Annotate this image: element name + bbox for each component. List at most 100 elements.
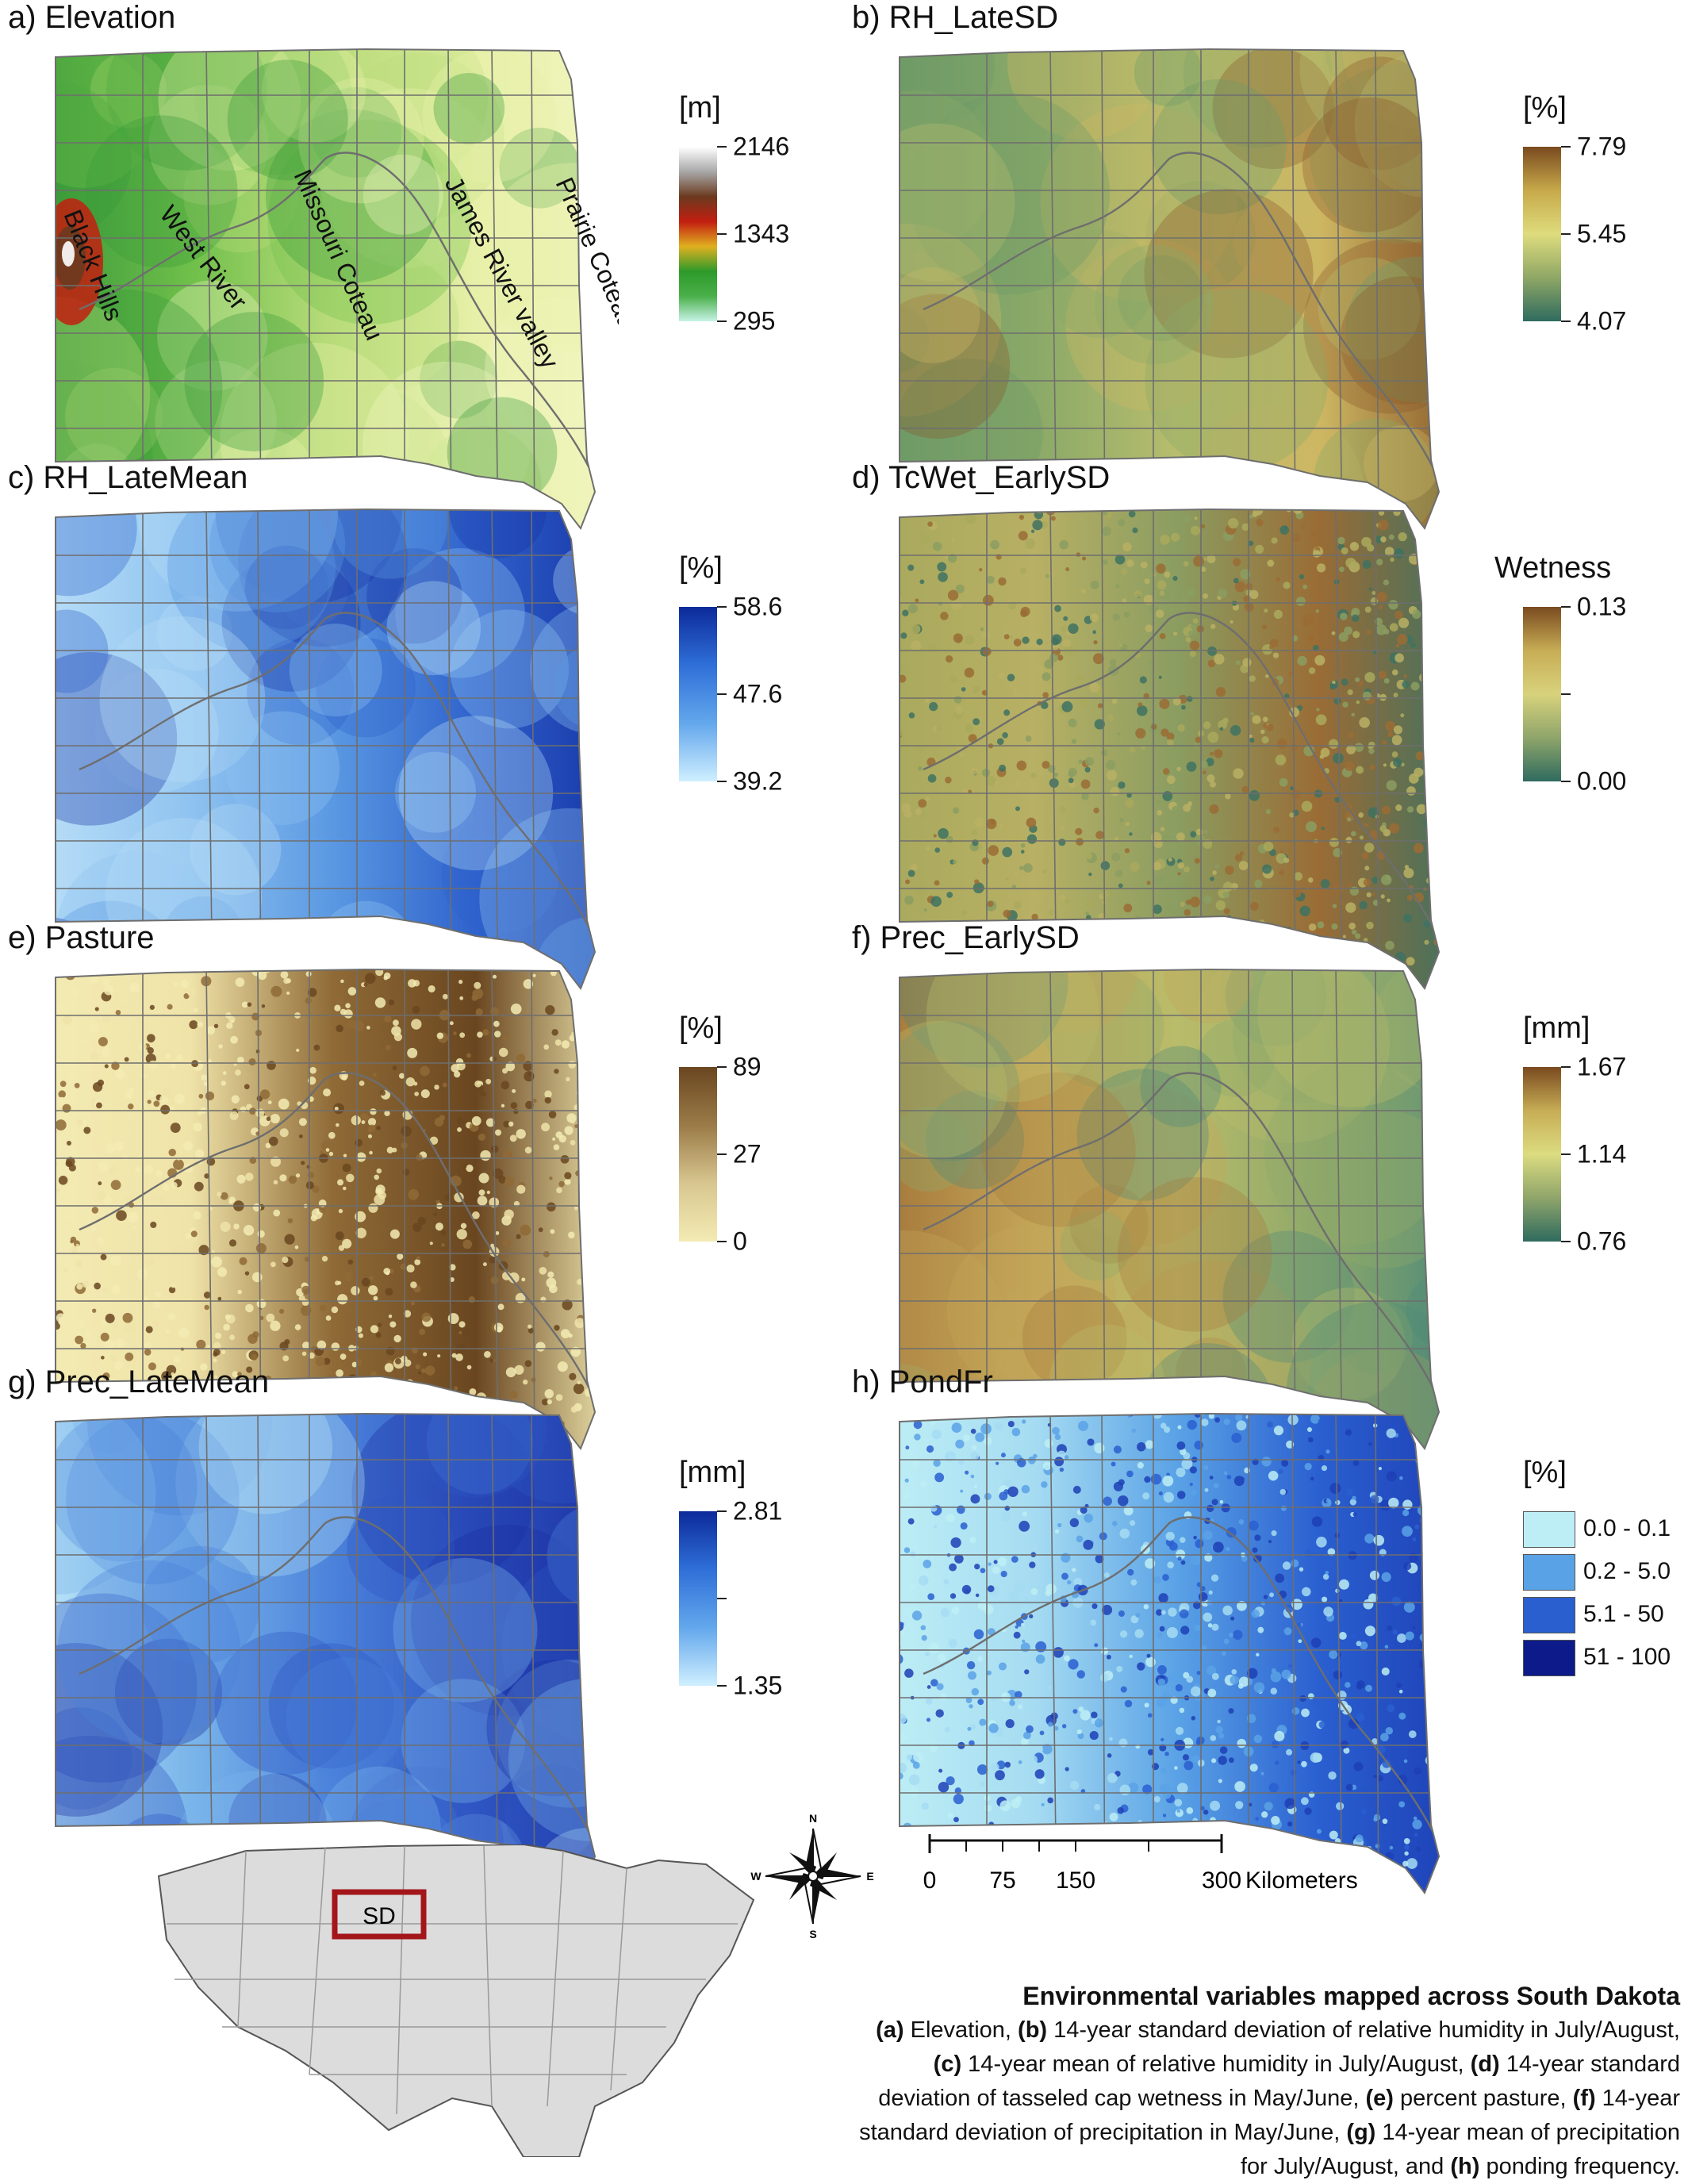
legend-tick xyxy=(1561,781,1571,782)
caption-panel-ref: (g) xyxy=(1346,2120,1376,2145)
map-panel-c: c) RH_LateMean [%] 58.6 47.6 39.2 xyxy=(0,460,844,991)
legend-class-swatch xyxy=(1523,1640,1575,1676)
map-panel-d: d) TcWet_EarlySD Wetness 0.13 0.00 xyxy=(844,460,1688,991)
scale-label-75: 75 xyxy=(989,1867,1015,1894)
panel-title: e) Pasture xyxy=(8,920,155,955)
legend-tick xyxy=(717,1685,727,1687)
scale-unit: Kilometers xyxy=(1245,1867,1358,1894)
legend-color-ramp xyxy=(679,147,717,321)
compass-e: E xyxy=(866,1870,873,1883)
legend: [%] 7.79 5.45 4.07 xyxy=(1471,83,1677,337)
legend-label: 7.79 xyxy=(1577,132,1627,161)
caption-panel-ref: (e) xyxy=(1365,2086,1394,2111)
caption-panel-ref: (a) xyxy=(876,2017,904,2043)
map-panel-e: e) Pasture [%] 89 27 0 xyxy=(0,920,844,1451)
legend: [%] 0.0 - 0.1 0.2 - 5.0 5.1 - 50 51 - 100 xyxy=(1471,1448,1677,1702)
legend-class-label: 51 - 100 xyxy=(1583,1644,1671,1670)
legend: [%] 89 27 0 xyxy=(627,1004,833,1257)
legend-tick xyxy=(1561,1153,1571,1155)
legend-label: 0.76 xyxy=(1577,1226,1627,1256)
legend-unit: [mm] xyxy=(1523,1011,1590,1045)
caption-panel-ref: (c) xyxy=(933,2052,962,2077)
legend-label: 1.14 xyxy=(1577,1139,1627,1169)
panel-title: b) RH_LateSD xyxy=(852,0,1059,35)
caption-text: ponding frequency. xyxy=(1479,2154,1680,2179)
legend-color-ramp xyxy=(679,1511,717,1686)
legend-tick xyxy=(1561,606,1571,608)
panel-title: f) Prec_EarlySD xyxy=(852,920,1080,955)
legend-unit: [%] xyxy=(1523,1456,1567,1489)
south-dakota-map xyxy=(55,1412,597,1895)
legend-unit: Wetness xyxy=(1494,551,1612,585)
caption-text: 14-year standard deviation of relative h… xyxy=(1047,2017,1687,2043)
legend-tick xyxy=(1561,1066,1571,1068)
scale-label-0: 0 xyxy=(923,1867,937,1894)
legend-label: 0.00 xyxy=(1577,766,1627,796)
legend-color-ramp xyxy=(1523,147,1561,321)
legend-tick xyxy=(717,146,727,148)
caption-text: 14-year mean of relative humidity in Jul… xyxy=(961,2052,1471,2077)
legend-unit: [m] xyxy=(679,91,721,125)
caption-text: 14-year standard deviation of precipitat… xyxy=(859,2086,1687,2145)
legend-label: 39.2 xyxy=(733,766,783,796)
legend-color-ramp xyxy=(679,1067,717,1242)
legend-class-swatch xyxy=(1523,1554,1575,1591)
legend-tick xyxy=(717,1066,727,1068)
compass-s: S xyxy=(809,1928,816,1940)
legend-tick xyxy=(717,233,727,235)
legend-color-ramp xyxy=(1523,1067,1561,1242)
legend-label: 4.07 xyxy=(1577,306,1627,336)
north-arrow-compass: N S E W xyxy=(750,1812,877,1940)
panel-title: c) RH_LateMean xyxy=(8,460,248,495)
inset-usa-map: SD xyxy=(151,1843,762,2158)
panel-title: a) Elevation xyxy=(8,0,176,35)
inset-sd-label: SD xyxy=(363,1903,396,1929)
legend-label: 89 xyxy=(733,1052,762,1081)
panel-title: d) TcWet_EarlySD xyxy=(852,460,1111,495)
compass-n: N xyxy=(809,1813,817,1825)
legend-class-swatch xyxy=(1523,1597,1575,1633)
legend-label: 58.6 xyxy=(733,592,783,621)
south-dakota-map: Black Hills West River Missouri Coteau Jame… xyxy=(55,48,619,531)
legend-tick xyxy=(1561,146,1571,148)
scale-bar: 0 75 150 300 Kilometers xyxy=(920,1825,1396,1904)
compass-w: W xyxy=(750,1870,762,1883)
legend-label: 1.35 xyxy=(733,1671,783,1700)
legend: [m] 2146 1343 295 xyxy=(627,83,833,337)
map-panel-a: a) Elevation Black Hills West River Missour… xyxy=(0,0,844,531)
caption-panel-ref: (h) xyxy=(1450,2154,1480,2179)
legend-label: 0.13 xyxy=(1577,592,1627,621)
legend-color-ramp xyxy=(1523,607,1561,781)
caption-text: percent pasture, xyxy=(1393,2086,1573,2111)
legend-label: 2.81 xyxy=(733,1496,783,1526)
legend-tick xyxy=(717,606,727,608)
compass-rose-icon: N S E W xyxy=(750,1812,873,1940)
legend-class-label: 5.1 - 50 xyxy=(1583,1601,1664,1627)
legend-label: 2146 xyxy=(733,132,790,161)
legend-tick xyxy=(1561,693,1571,695)
south-dakota-map xyxy=(899,1412,1441,1895)
legend: [%] 58.6 47.6 39.2 xyxy=(627,543,833,797)
legend-tick xyxy=(1561,1241,1571,1242)
legend-label: 0 xyxy=(733,1226,747,1256)
caption-title: Environmental variables mapped across So… xyxy=(1022,1982,1680,2010)
legend-color-ramp xyxy=(679,607,717,781)
legend: Wetness 0.13 0.00 xyxy=(1471,543,1677,797)
legend-label: 5.45 xyxy=(1577,219,1627,248)
map-panel-g: g) Prec_LateMean [mm] 2.81 1.35 xyxy=(0,1365,844,1895)
legend-class-label: 0.2 - 5.0 xyxy=(1583,1558,1671,1584)
legend-tick xyxy=(1561,233,1571,235)
legend-label: 295 xyxy=(733,306,776,336)
legend-unit: [mm] xyxy=(679,1456,746,1489)
caption-text: 14-year standard deviation of tasseled c… xyxy=(878,2052,1687,2111)
legend-class-swatch xyxy=(1523,1511,1575,1548)
legend-unit: [%] xyxy=(679,1011,723,1045)
legend-label: 27 xyxy=(733,1139,762,1169)
map-panel-b: b) RH_LateSD [%] 7.79 5.45 4.07 xyxy=(844,0,1688,531)
legend-tick xyxy=(717,693,727,695)
legend-label: 1343 xyxy=(733,219,790,248)
legend-tick xyxy=(717,1241,727,1242)
legend-tick xyxy=(717,781,727,782)
panel-title: h) PondFr xyxy=(852,1365,993,1399)
caption-body: (a) Elevation, (b) 14-year standard devi… xyxy=(847,2013,1680,2184)
